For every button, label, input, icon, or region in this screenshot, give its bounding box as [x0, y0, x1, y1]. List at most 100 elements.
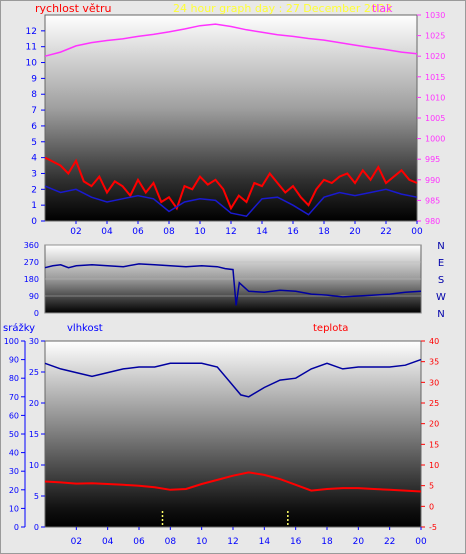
compass-label: S	[438, 275, 444, 286]
rain-y-tick-label: 60	[9, 411, 19, 420]
humidity-x-tick-label: 08	[165, 537, 177, 547]
wind-y-tick-label: 1	[31, 201, 37, 211]
compass-label: W	[436, 292, 446, 303]
wind-x-tick-label: 06	[132, 227, 144, 237]
wind-x-tick-label: 10	[194, 227, 206, 237]
humidity-x-tick-label: 12	[227, 537, 238, 547]
wind-speed-line	[44, 156, 418, 211]
rain-y-tick-label: 40	[9, 449, 19, 458]
temperature-axis-label: teplota	[313, 323, 348, 334]
humidity-y-tick-label: 20	[29, 399, 39, 408]
humidity-y-tick-label: 15	[29, 430, 39, 439]
wind-speed-label: rychlost větru	[35, 2, 112, 15]
wind-y-tick-label: 8	[31, 90, 37, 100]
wind-average-line	[44, 185, 418, 218]
humidity-x-tick-label: 04	[102, 537, 114, 547]
wind-y-tick-label: 9	[31, 74, 37, 84]
temperature-y-tick-label: 0	[429, 502, 434, 511]
wind-x-tick-label: 00	[411, 227, 423, 237]
humidity-x-tick-label: 10	[196, 537, 208, 547]
rain-y-tick-label: 70	[9, 393, 19, 402]
temperature-y-tick-label: 35	[429, 358, 439, 367]
humidity-temperature-plot-area	[44, 340, 422, 528]
pressure-y-tick-label: 1030	[425, 11, 445, 20]
humidity-x-tick-label: 18	[321, 537, 333, 547]
pressure-y-tick-label: 980	[425, 217, 440, 226]
rain-y-tick-label: 50	[9, 430, 19, 439]
rain-y-tick-label: 30	[9, 467, 19, 476]
graph-title: 24 hour graph day : 27 December 2023	[173, 2, 392, 15]
wind-y-tick-label: 10	[26, 59, 38, 69]
temperature-y-tick-label: 20	[429, 420, 439, 429]
wind-x-tick-label: 02	[70, 227, 81, 237]
temperature-y-tick-label: 40	[429, 337, 439, 346]
wind-x-tick-label: 20	[349, 227, 361, 237]
temperature-line	[44, 471, 422, 493]
humidity-y-tick-label: 0	[34, 523, 39, 532]
wind-y-tick-label: 6	[31, 122, 37, 132]
rain-y-tick-label: 0	[14, 523, 19, 532]
wind-x-tick-label: 18	[318, 227, 330, 237]
humidity-y-tick-label: 30	[29, 337, 39, 346]
wind-y-tick-label: 2	[31, 185, 37, 195]
pressure-y-tick-label: 1025	[425, 32, 445, 41]
pressure-line	[44, 23, 418, 57]
compass-label: N	[437, 241, 444, 252]
direction-y-tick-label: 0	[34, 309, 39, 318]
rain-axis-label: srážky	[3, 322, 35, 334]
humidity-x-tick-label: 22	[384, 537, 395, 547]
pressure-y-tick-label: 995	[425, 155, 440, 164]
pressure-label: tlak	[372, 2, 393, 15]
temperature-y-tick-label: 15	[429, 440, 439, 449]
temperature-y-tick-label: 30	[429, 378, 439, 387]
humidity-line	[44, 358, 422, 398]
pressure-y-tick-label: 985	[425, 196, 440, 205]
humidity-y-tick-label: 25	[29, 368, 39, 377]
temperature-y-tick-label: 10	[429, 461, 439, 470]
humidity-x-tick-label: 16	[290, 537, 302, 547]
direction-y-tick-label: 360	[24, 241, 39, 250]
wind-x-tick-label: 12	[225, 227, 236, 237]
compass-label: E	[438, 258, 444, 269]
temperature-y-tick-label: 5	[429, 482, 434, 491]
humidity-x-tick-label: 02	[71, 537, 82, 547]
wind-x-tick-label: 08	[163, 227, 175, 237]
wind-y-tick-label: 4	[31, 154, 37, 164]
pressure-y-tick-label: 1005	[425, 114, 445, 123]
humidity-x-tick-label: 00	[415, 537, 427, 547]
wind-y-tick-label: 11	[26, 43, 37, 53]
rain-y-tick-label: 90	[9, 356, 19, 365]
pressure-y-tick-label: 990	[425, 176, 440, 185]
rain-y-tick-label: 20	[9, 486, 19, 495]
humidity-y-tick-label: 10	[29, 461, 39, 470]
humidity-x-tick-label: 14	[259, 537, 271, 547]
humidity-y-tick-label: 5	[34, 492, 39, 501]
wind-x-tick-label: 04	[101, 227, 113, 237]
pressure-y-tick-label: 1010	[425, 93, 445, 102]
rain-y-tick-label: 100	[4, 337, 19, 346]
humidity-x-tick-label: 20	[353, 537, 365, 547]
rain-y-tick-label: 10	[9, 504, 19, 513]
wind-x-tick-label: 22	[380, 227, 391, 237]
direction-y-tick-label: 270	[24, 258, 39, 267]
wind-x-tick-label: 14	[256, 227, 268, 237]
wind-pressure-plot-area	[44, 14, 418, 222]
wind-x-tick-label: 16	[287, 227, 299, 237]
wind-y-tick-label: 0	[31, 217, 37, 227]
pressure-y-tick-label: 1015	[425, 73, 445, 82]
wind-direction-line	[44, 263, 422, 306]
humidity-axis-label: vlhkost	[67, 323, 103, 334]
wind-y-tick-label: 12	[26, 27, 37, 37]
compass-label: N	[437, 309, 444, 320]
wind-y-tick-label: 7	[31, 106, 37, 116]
pressure-y-tick-label: 1000	[425, 135, 445, 144]
pressure-y-tick-label: 1020	[425, 52, 445, 61]
direction-y-tick-label: 90	[29, 292, 39, 301]
temperature-y-tick-label: -5	[429, 523, 437, 532]
temperature-y-tick-label: 25	[429, 399, 439, 408]
wind-y-tick-label: 5	[31, 138, 37, 148]
rain-y-tick-label: 80	[9, 374, 19, 383]
wind-y-tick-label: 3	[31, 169, 37, 179]
